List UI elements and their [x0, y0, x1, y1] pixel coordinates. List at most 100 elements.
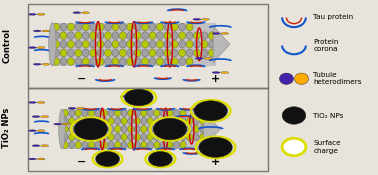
Ellipse shape: [147, 142, 153, 149]
Ellipse shape: [186, 49, 193, 57]
Ellipse shape: [164, 49, 171, 57]
Ellipse shape: [28, 13, 36, 15]
Text: TiO₂ NPs: TiO₂ NPs: [2, 108, 11, 148]
Ellipse shape: [68, 107, 76, 109]
Ellipse shape: [69, 118, 75, 125]
Ellipse shape: [221, 33, 229, 34]
Ellipse shape: [186, 23, 193, 31]
Ellipse shape: [82, 32, 89, 39]
Ellipse shape: [154, 134, 160, 141]
Ellipse shape: [75, 134, 81, 141]
Text: −: −: [76, 157, 86, 167]
Ellipse shape: [60, 23, 67, 31]
Ellipse shape: [180, 118, 186, 125]
Polygon shape: [213, 26, 230, 63]
Ellipse shape: [128, 125, 134, 133]
Ellipse shape: [60, 49, 67, 57]
Ellipse shape: [119, 40, 126, 48]
Ellipse shape: [102, 110, 107, 117]
Ellipse shape: [194, 49, 200, 57]
Ellipse shape: [112, 32, 119, 39]
Text: Control: Control: [2, 28, 11, 63]
Ellipse shape: [75, 125, 81, 133]
Ellipse shape: [115, 110, 121, 117]
Ellipse shape: [174, 125, 180, 133]
Ellipse shape: [88, 110, 94, 117]
Ellipse shape: [156, 23, 163, 31]
Ellipse shape: [201, 49, 208, 57]
Ellipse shape: [142, 58, 149, 65]
Ellipse shape: [153, 118, 187, 140]
Ellipse shape: [90, 49, 96, 57]
Ellipse shape: [200, 134, 206, 141]
Ellipse shape: [68, 32, 74, 39]
Ellipse shape: [134, 142, 140, 149]
Ellipse shape: [88, 125, 94, 133]
Ellipse shape: [97, 49, 104, 57]
Ellipse shape: [167, 118, 173, 125]
Ellipse shape: [221, 72, 229, 73]
Ellipse shape: [179, 40, 186, 48]
Ellipse shape: [59, 109, 65, 149]
Ellipse shape: [199, 137, 232, 157]
Ellipse shape: [62, 142, 68, 149]
Ellipse shape: [193, 118, 199, 125]
Ellipse shape: [186, 58, 193, 65]
Ellipse shape: [174, 142, 180, 149]
Ellipse shape: [53, 32, 59, 39]
Ellipse shape: [171, 49, 178, 57]
Ellipse shape: [201, 32, 208, 39]
Ellipse shape: [164, 23, 171, 31]
Ellipse shape: [97, 23, 104, 31]
Ellipse shape: [33, 63, 41, 65]
Ellipse shape: [208, 32, 215, 39]
Ellipse shape: [69, 125, 75, 133]
Ellipse shape: [102, 134, 107, 141]
Ellipse shape: [174, 134, 180, 141]
Ellipse shape: [82, 40, 89, 48]
Ellipse shape: [96, 152, 119, 166]
Ellipse shape: [121, 134, 127, 141]
Ellipse shape: [108, 125, 114, 133]
Ellipse shape: [90, 32, 96, 39]
Ellipse shape: [97, 40, 104, 48]
Ellipse shape: [108, 118, 114, 125]
Ellipse shape: [88, 134, 94, 141]
Ellipse shape: [119, 49, 126, 57]
Ellipse shape: [160, 142, 166, 149]
Ellipse shape: [82, 49, 89, 57]
Ellipse shape: [160, 134, 166, 141]
Ellipse shape: [108, 110, 114, 117]
Text: +: +: [211, 157, 220, 167]
Ellipse shape: [164, 58, 171, 65]
Ellipse shape: [82, 142, 88, 149]
Ellipse shape: [119, 58, 126, 65]
Text: Tubule
heterodimers: Tubule heterodimers: [313, 72, 362, 86]
Ellipse shape: [187, 134, 193, 141]
Ellipse shape: [28, 102, 36, 103]
Ellipse shape: [160, 110, 166, 117]
Ellipse shape: [154, 118, 160, 125]
Ellipse shape: [88, 118, 94, 125]
Ellipse shape: [82, 125, 88, 133]
Ellipse shape: [62, 118, 68, 125]
Ellipse shape: [115, 118, 121, 125]
Ellipse shape: [75, 142, 81, 149]
Ellipse shape: [28, 130, 36, 132]
Ellipse shape: [194, 32, 200, 39]
Ellipse shape: [167, 125, 173, 133]
Ellipse shape: [95, 134, 101, 141]
Ellipse shape: [112, 58, 119, 65]
Ellipse shape: [102, 118, 107, 125]
Ellipse shape: [156, 49, 163, 57]
Ellipse shape: [53, 40, 59, 48]
Ellipse shape: [33, 30, 41, 32]
Ellipse shape: [167, 142, 173, 149]
Ellipse shape: [95, 125, 101, 133]
Ellipse shape: [187, 125, 193, 133]
Ellipse shape: [121, 142, 127, 149]
Ellipse shape: [75, 40, 82, 48]
Ellipse shape: [124, 89, 153, 106]
Ellipse shape: [208, 40, 215, 48]
Ellipse shape: [77, 107, 85, 109]
